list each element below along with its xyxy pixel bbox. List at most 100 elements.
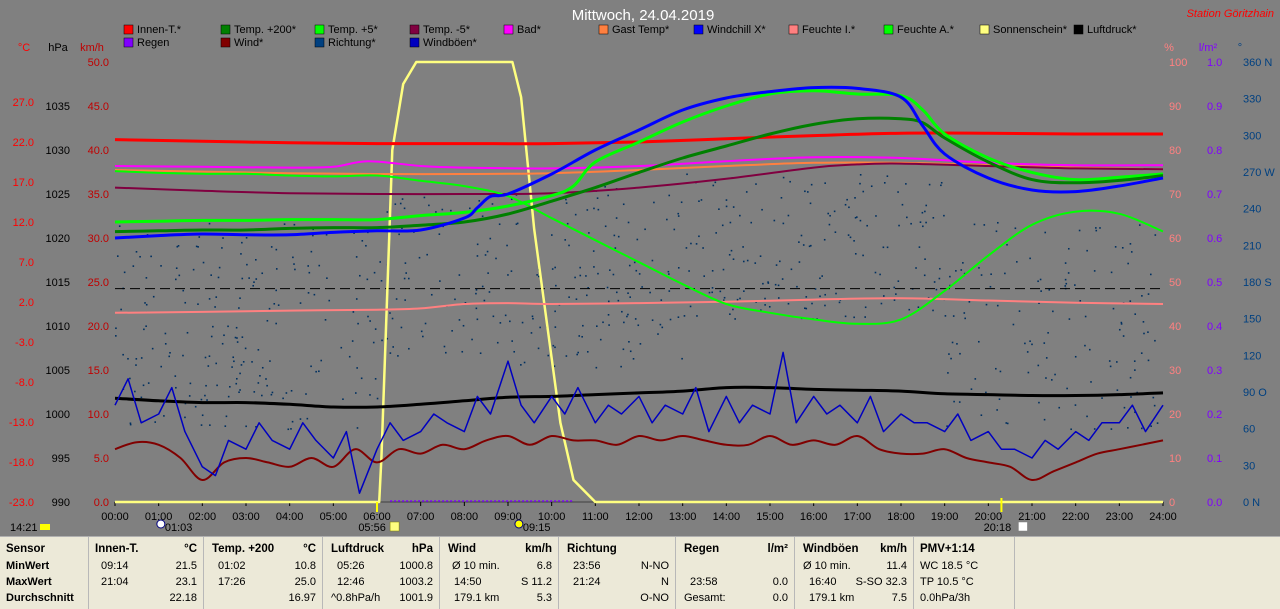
direction-point: [242, 361, 245, 363]
direction-point: [827, 212, 829, 215]
direction-point: [163, 415, 165, 417]
legend-label: Windböen*: [423, 37, 478, 49]
direction-point: [236, 377, 238, 380]
direction-point: [1129, 300, 1132, 302]
direction-point: [901, 203, 904, 206]
x-tick-label: 18:00: [887, 511, 915, 523]
direction-point: [315, 370, 317, 373]
direction-point: [698, 235, 700, 238]
direction-point: [864, 306, 867, 309]
y-tick-label: -8.0: [15, 377, 34, 389]
direction-point: [998, 398, 1001, 401]
direction-point: [588, 232, 590, 234]
direction-point: [532, 317, 534, 320]
direction-point: [628, 340, 630, 343]
direction-point: [677, 316, 680, 319]
direction-point: [668, 290, 671, 292]
direction-point: [251, 361, 253, 363]
direction-point: [821, 275, 823, 277]
direction-point: [796, 285, 798, 288]
direction-point: [963, 312, 966, 314]
direction-point: [530, 332, 533, 334]
direction-point: [613, 234, 616, 237]
y-tick-label: -13.0: [9, 417, 34, 429]
direction-point: [897, 280, 900, 282]
direction-point: [516, 222, 519, 225]
legend-swatch: [1073, 24, 1084, 35]
stats-richtung-min-value: N-NO: [640, 560, 669, 572]
direction-point: [355, 298, 358, 300]
direction-point: [484, 254, 487, 256]
direction-point: [853, 316, 855, 319]
direction-point: [259, 374, 261, 377]
direction-point: [989, 285, 992, 288]
direction-point: [866, 224, 868, 227]
direction-point: [973, 223, 976, 226]
direction-point: [236, 337, 238, 339]
legend-swatch: [979, 24, 990, 35]
direction-point: [129, 423, 132, 426]
y-tick-label: 0.2: [1207, 409, 1222, 421]
direction-point: [1040, 290, 1042, 292]
direction-point: [208, 355, 211, 357]
direction-point: [373, 271, 376, 274]
direction-point: [225, 415, 228, 418]
y-tick-label: 0.0: [94, 497, 109, 509]
direction-point: [1152, 396, 1155, 399]
direction-point: [579, 266, 581, 269]
y-tick-label: 60: [1243, 424, 1255, 436]
direction-point: [458, 274, 461, 276]
direction-point: [293, 263, 295, 265]
direction-point: [229, 385, 231, 388]
direction-point: [1064, 285, 1067, 287]
stats-richtung-max-time: 21:24: [573, 576, 601, 588]
direction-point: [1004, 272, 1006, 275]
direction-point: [129, 422, 132, 425]
stats-wind-column: Wind km/h Ø 10 min. 6.8 14:50 S 11.2 179…: [440, 537, 558, 609]
direction-point: [565, 202, 568, 204]
direction-point: [732, 206, 735, 208]
direction-point: [1114, 246, 1117, 248]
direction-point: [759, 255, 762, 257]
direction-point: [232, 356, 235, 359]
direction-point: [285, 392, 288, 394]
direction-point: [372, 341, 375, 344]
stats-regen-header: Regen: [684, 543, 720, 555]
direction-point: [266, 319, 269, 322]
direction-point: [320, 359, 323, 362]
direction-point: [1090, 381, 1092, 383]
direction-point: [596, 197, 599, 199]
direction-point: [208, 298, 211, 300]
direction-point: [1018, 310, 1021, 312]
stats-wind-max-value: S 11.2: [521, 576, 552, 588]
direction-point: [823, 238, 826, 241]
direction-point: [859, 219, 862, 222]
direction-point: [515, 223, 518, 225]
direction-point: [164, 332, 167, 335]
direction-point: [746, 259, 749, 262]
direction-point: [554, 266, 556, 269]
direction-point: [365, 244, 367, 247]
direction-point: [882, 295, 885, 297]
direction-point: [236, 341, 239, 343]
x-tick-label: 17:00: [844, 511, 872, 523]
direction-point: [140, 396, 143, 399]
direction-point: [711, 291, 713, 294]
direction-point: [980, 274, 983, 276]
direction-point: [498, 223, 501, 226]
direction-point: [1127, 427, 1129, 429]
direction-point: [917, 306, 920, 309]
sunset-icon: [1018, 521, 1028, 532]
direction-point: [1140, 352, 1143, 354]
direction-point: [629, 296, 631, 298]
direction-point: [886, 175, 889, 177]
direction-point: [246, 263, 248, 266]
direction-point: [719, 290, 722, 293]
direction-point: [310, 365, 312, 368]
moonrise-label: 01:03: [165, 522, 193, 534]
direction-point: [627, 221, 630, 224]
stats-temp200-max-time: 17:26: [218, 576, 246, 588]
direction-point: [762, 282, 764, 285]
legend-label: Richtung*: [328, 37, 376, 49]
direction-point: [194, 405, 197, 408]
